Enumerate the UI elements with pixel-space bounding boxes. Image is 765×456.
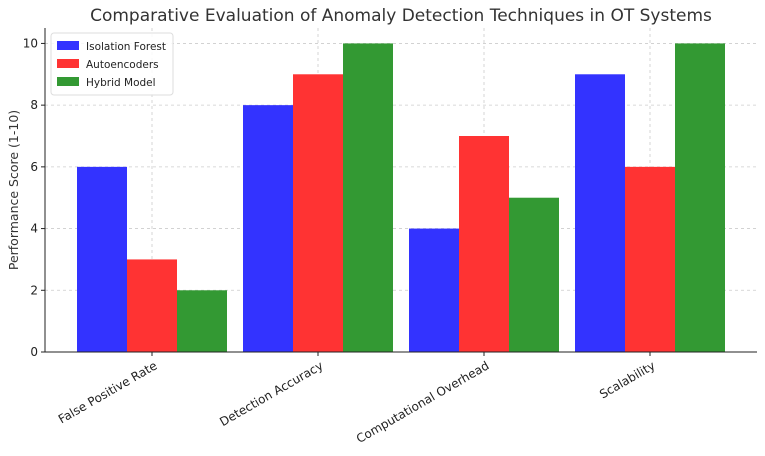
legend-swatch — [57, 59, 79, 68]
bar-autoencoders-0 — [127, 259, 177, 352]
y-tick-label: 6 — [30, 160, 38, 174]
x-tick-label: False Positive Rate — [56, 358, 160, 426]
y-tick-label: 0 — [30, 345, 38, 359]
y-tick-label: 10 — [23, 36, 38, 50]
bar-autoencoders-2 — [459, 136, 509, 352]
axes-layer — [44, 28, 757, 353]
legend-label: Isolation Forest — [86, 41, 166, 53]
y-tick-label: 4 — [30, 222, 38, 236]
y-axis-label: Performance Score (1-10) — [6, 110, 21, 270]
y-tick-label: 8 — [30, 98, 38, 112]
bar-isolation-forest-0 — [77, 166, 127, 352]
legend-swatch — [57, 77, 79, 86]
ticks-layer: 0 2 4 6 8 10 — [23, 36, 651, 359]
bar-autoencoders-1 — [293, 74, 343, 353]
bars-layer — [77, 43, 725, 353]
bar-hybrid-model-2 — [509, 197, 559, 352]
category-labels: False Positive Rate Detection Accuracy Com… — [56, 358, 658, 446]
chart-title: Comparative Evaluation of Anomaly Detect… — [90, 6, 712, 26]
bar-hybrid-model-0 — [177, 290, 227, 352]
bar-autoencoders-3 — [625, 166, 675, 352]
bar-hybrid-model-1 — [343, 43, 393, 353]
legend-label: Hybrid Model — [86, 77, 156, 89]
bar-isolation-forest-2 — [409, 228, 459, 352]
legend: Isolation Forest Autoencoders Hybrid Model — [50, 32, 174, 96]
legend-label: Autoencoders — [86, 59, 159, 71]
bar-isolation-forest-1 — [243, 105, 293, 353]
x-tick-label: Scalability — [597, 358, 657, 401]
legend-swatch — [57, 41, 79, 50]
legend-box — [50, 32, 174, 96]
x-tick-label: Computational Overhead — [354, 358, 492, 446]
bar-hybrid-model-3 — [675, 43, 725, 353]
y-tick-label: 2 — [30, 283, 38, 297]
x-tick-label: Detection Accuracy — [217, 358, 325, 429]
bar-isolation-forest-3 — [575, 74, 625, 353]
